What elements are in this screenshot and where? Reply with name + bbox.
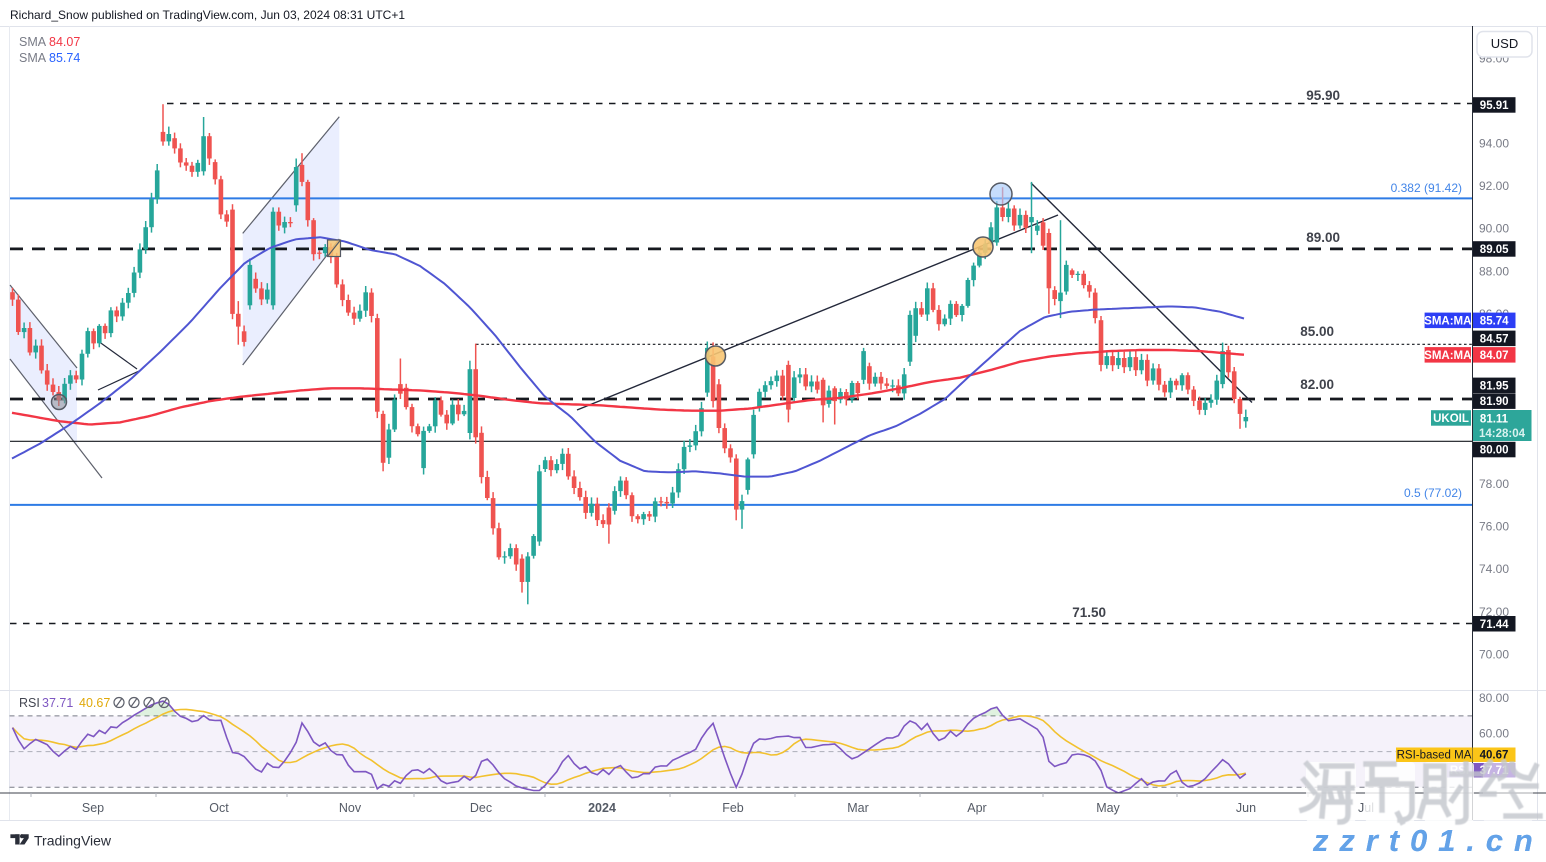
svg-text:Apr: Apr xyxy=(967,801,986,815)
svg-text:Dec: Dec xyxy=(470,801,492,815)
svg-text:84.07: 84.07 xyxy=(1480,350,1509,362)
svg-text:92.00: 92.00 xyxy=(1479,179,1509,193)
svg-text:71.44: 71.44 xyxy=(1480,619,1509,631)
svg-text:RSI: RSI xyxy=(19,696,40,710)
svg-text:Richard_Snow published on Trad: Richard_Snow published on TradingView.co… xyxy=(10,8,405,22)
svg-text:0.5 (77.02): 0.5 (77.02) xyxy=(1404,486,1462,500)
svg-text:72.00: 72.00 xyxy=(1479,605,1509,619)
svg-text:SMA:MA: SMA:MA xyxy=(1424,350,1471,362)
svg-text:TradingView: TradingView xyxy=(34,833,112,849)
svg-text:80.00: 80.00 xyxy=(1480,445,1509,457)
svg-text:85.74: 85.74 xyxy=(1480,315,1509,327)
svg-text:2024: 2024 xyxy=(588,801,616,815)
svg-text:USD: USD xyxy=(1491,36,1518,51)
svg-text:85.74: 85.74 xyxy=(49,51,80,65)
svg-text:UKOIL: UKOIL xyxy=(1433,413,1469,425)
svg-text:90.00: 90.00 xyxy=(1479,222,1509,236)
svg-text:89.00: 89.00 xyxy=(1306,230,1340,245)
svg-text:78.00: 78.00 xyxy=(1479,477,1509,491)
svg-text:zzrt01.cn: zzrt01.cn xyxy=(1312,823,1544,857)
svg-text:85.00: 85.00 xyxy=(1300,324,1334,339)
svg-text:0.382 (91.42): 0.382 (91.42) xyxy=(1391,181,1462,195)
svg-text:SMA: SMA xyxy=(19,51,47,65)
svg-text:Oct: Oct xyxy=(209,801,229,815)
svg-text:82.00: 82.00 xyxy=(1300,377,1334,392)
svg-text:95.91: 95.91 xyxy=(1480,100,1509,112)
svg-text:37.71: 37.71 xyxy=(42,696,73,710)
svg-text:74.00: 74.00 xyxy=(1479,562,1509,576)
svg-text:89.05: 89.05 xyxy=(1480,244,1509,256)
svg-text:84.57: 84.57 xyxy=(1480,333,1509,345)
svg-text:84.07: 84.07 xyxy=(49,35,80,49)
svg-text:Nov: Nov xyxy=(339,801,362,815)
svg-text:RSI-based MA: RSI-based MA xyxy=(1397,750,1472,762)
svg-text:70.00: 70.00 xyxy=(1479,647,1509,661)
svg-text:80.00: 80.00 xyxy=(1479,691,1509,705)
svg-text:81.90: 81.90 xyxy=(1480,396,1509,408)
svg-text:SMA:MA: SMA:MA xyxy=(1424,315,1471,327)
svg-text:SMA: SMA xyxy=(19,35,47,49)
svg-text:71.50: 71.50 xyxy=(1072,605,1106,620)
svg-text:zzrt01.cn: zzrt01.cn xyxy=(1312,823,1544,857)
svg-text:81.11: 81.11 xyxy=(1480,414,1509,426)
svg-text:14:28:04: 14:28:04 xyxy=(1479,428,1526,440)
svg-text:40.67: 40.67 xyxy=(79,696,110,710)
svg-text:Sep: Sep xyxy=(82,801,104,815)
svg-text:Mar: Mar xyxy=(847,801,869,815)
svg-text:Jun: Jun xyxy=(1236,801,1256,815)
svg-text:Feb: Feb xyxy=(722,801,744,815)
svg-text:81.95: 81.95 xyxy=(1480,380,1509,392)
svg-text:88.00: 88.00 xyxy=(1479,264,1509,278)
svg-text:60.00: 60.00 xyxy=(1479,727,1509,741)
svg-text:40.67: 40.67 xyxy=(1480,750,1509,762)
svg-text:94.00: 94.00 xyxy=(1479,137,1509,151)
svg-text:95.90: 95.90 xyxy=(1306,88,1340,103)
svg-text:May: May xyxy=(1096,801,1120,815)
svg-text:76.00: 76.00 xyxy=(1479,520,1509,534)
